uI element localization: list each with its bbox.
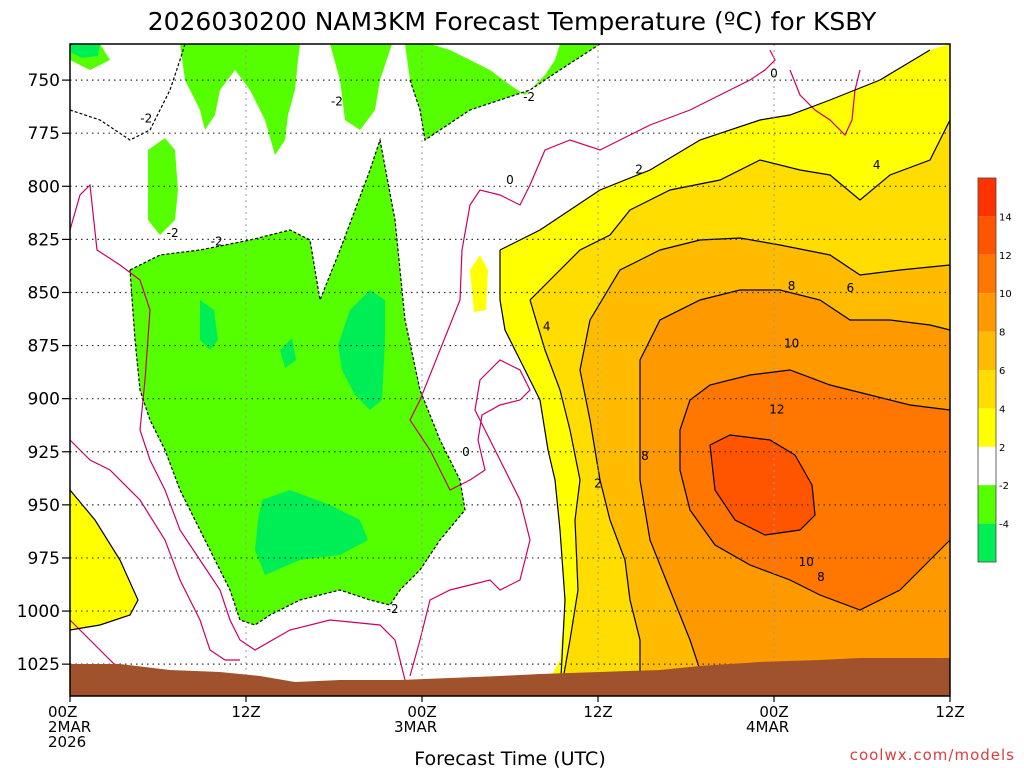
chart-title: 2026030200 NAM3KM Forecast Temperature (… — [148, 7, 877, 36]
x-tick-label: 12Z — [935, 703, 964, 721]
x-tick-label: 12Z — [583, 703, 612, 721]
credit-text: coolwx.com/models — [850, 746, 1015, 764]
colorbar-label: 8 — [999, 328, 1005, 339]
contour-label: 10 — [784, 336, 799, 350]
contour-label: -2 — [387, 602, 399, 616]
contour-label: 4 — [873, 158, 881, 172]
terrain-ground — [70, 658, 950, 696]
colorbar: 14 12 10 8 6 4 2 -2 -4 — [977, 177, 1012, 563]
fill-band-minus2-minus4-upper — [148, 138, 178, 235]
contour-plus12-line — [709, 434, 816, 536]
grid-lines — [70, 44, 950, 696]
x-tick-label: 3MAR — [394, 718, 437, 736]
colorbar-swatch — [978, 216, 996, 255]
colorbar-label: 14 — [999, 212, 1012, 223]
colorbar-swatch — [978, 254, 996, 294]
contour-plus6-line — [579, 237, 951, 696]
y-tick-label: 850 — [28, 283, 60, 303]
colorbar-label: 12 — [999, 251, 1012, 262]
contour-label: 8 — [641, 449, 649, 463]
x-axis-label: Forecast Time (UTC) — [414, 748, 605, 768]
contour-label: 8 — [788, 279, 796, 293]
x-tick-label: 2MAR — [48, 718, 91, 736]
x-tick-label: 2026 — [48, 733, 86, 751]
colorbar-label: 6 — [999, 366, 1005, 377]
colorbar-swatch — [978, 408, 996, 447]
fill-band-minus2-minus4-main — [70, 44, 465, 625]
contour-label: 2 — [635, 162, 643, 176]
contour-label: -2 — [523, 90, 535, 104]
contour-label: 12 — [769, 402, 784, 416]
contour-label: -2 — [140, 111, 152, 125]
y-axis: 750 775 800 825 850 875 900 925 950 975 1000 1025 — [17, 71, 70, 675]
colorbar-swatch — [978, 370, 996, 409]
fill-band-minus4-minus6-c — [200, 300, 218, 350]
x-tick-label: 4MAR — [746, 718, 789, 736]
x-tick-label: 00Z — [407, 703, 436, 721]
colorbar-label: -4 — [999, 520, 1009, 531]
fill-band-2-4-island — [470, 255, 488, 312]
contour-label: 2 — [594, 477, 602, 491]
y-tick-label: 1025 — [17, 655, 60, 675]
contour-lines — [69, 43, 951, 697]
colorbar-swatch — [978, 331, 996, 370]
colorbar-frame — [977, 177, 997, 563]
x-tick-label: 12Z — [231, 703, 260, 721]
fill-band-minus4-minus6-e — [70, 44, 100, 58]
contour-label: -2 — [167, 226, 179, 240]
fill-band-minus4-minus6-b — [338, 290, 385, 410]
contour-label: 0 — [506, 173, 514, 187]
colorbar-swatch — [978, 293, 996, 332]
colorbar-label: 2 — [999, 443, 1005, 454]
fill-band-minus4-minus6-a — [255, 490, 368, 575]
fill-band-minus4-minus6-d — [280, 338, 296, 368]
y-tick-label: 775 — [28, 124, 60, 144]
colorbar-label: 4 — [999, 404, 1005, 415]
contour-label: 0 — [770, 67, 778, 81]
contour-plus2-line — [69, 49, 931, 697]
y-tick-label: 900 — [28, 390, 60, 410]
x-tick-label: 00Z — [759, 703, 788, 721]
contour-plus10-line — [679, 369, 951, 611]
contour-zero-line — [69, 49, 861, 681]
contour-minus2-line — [69, 43, 601, 626]
colorbar-label: 10 — [999, 289, 1012, 300]
colorbar-swatch — [978, 446, 996, 486]
contour-label: -2 — [331, 94, 343, 108]
colorbar-swatch — [978, 523, 996, 562]
filled-regions — [70, 44, 950, 696]
plot-frame — [69, 43, 951, 697]
y-tick-label: 750 — [28, 71, 60, 91]
y-tick-label: 875 — [28, 337, 60, 357]
contour-label: 8 — [817, 570, 825, 584]
fill-band-12-14 — [710, 435, 815, 535]
y-tick-label: 1000 — [17, 602, 60, 622]
y-tick-label: 825 — [28, 230, 60, 250]
fill-band-2-4-left — [70, 490, 138, 630]
contour-label: -2 — [211, 235, 223, 249]
fill-band-minus2-minus4 — [70, 44, 600, 155]
y-tick-label: 800 — [28, 177, 60, 197]
colorbar-label: -2 — [999, 481, 1009, 492]
fill-band-10-12 — [680, 370, 950, 610]
y-tick-label: 925 — [28, 443, 60, 463]
colorbar-swatch — [978, 485, 996, 524]
y-tick-label: 950 — [28, 496, 60, 516]
contour-plus4-line — [529, 119, 951, 697]
x-tick-label: 00Z — [48, 703, 77, 721]
contour-label: 10 — [799, 555, 814, 569]
contour-label: 6 — [846, 281, 854, 295]
y-tick-label: 975 — [28, 549, 60, 569]
contour-label: 0 — [462, 445, 470, 459]
contour-label: 4 — [543, 319, 551, 333]
colorbar-swatch — [978, 178, 996, 217]
